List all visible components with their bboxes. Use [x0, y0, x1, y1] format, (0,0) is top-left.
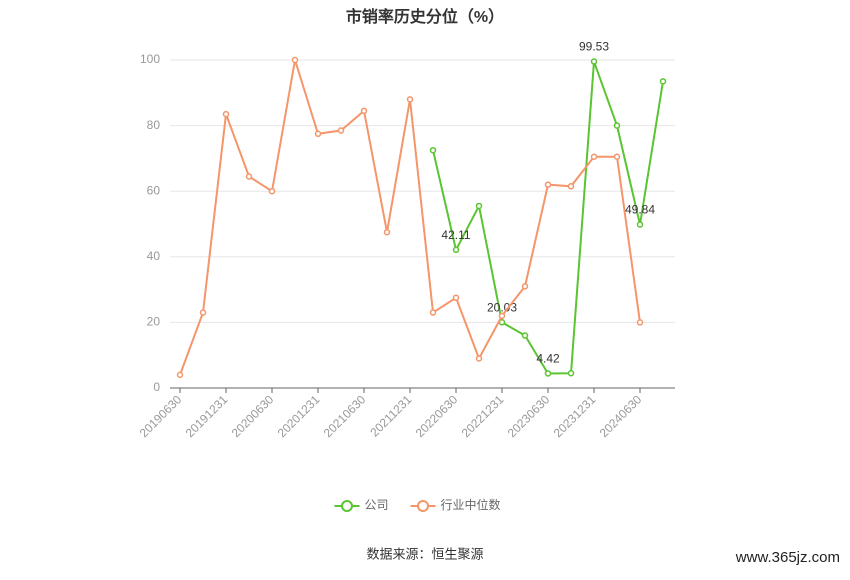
data-point: [567, 183, 575, 190]
data-label: 20.03: [487, 300, 517, 314]
data-point: [544, 370, 552, 377]
data-point: [360, 107, 368, 115]
x-tick-label: 20191231: [183, 392, 231, 440]
data-point: [429, 146, 437, 154]
y-tick-label: 80: [147, 118, 161, 132]
data-point: [475, 202, 483, 210]
data-label: 42.11: [441, 228, 470, 242]
y-tick-label: 100: [140, 52, 160, 66]
x-tick-label: 20230630: [505, 392, 553, 440]
data-point: [613, 122, 621, 129]
data-point: [452, 294, 460, 302]
data-point: [314, 130, 322, 138]
x-tick-label: 20231231: [551, 392, 599, 440]
legend-marker: [417, 500, 429, 512]
data-point: [199, 309, 207, 316]
y-tick-label: 0: [153, 380, 160, 394]
data-point: [636, 221, 644, 228]
data-point: [222, 110, 230, 118]
x-tick-label: 20210630: [321, 392, 369, 440]
y-tick-label: 20: [147, 315, 161, 329]
data-point: [429, 309, 437, 316]
data-point: [268, 187, 276, 195]
data-point: [521, 332, 529, 339]
data-point: [567, 369, 575, 377]
x-tick-label: 20190630: [137, 392, 185, 440]
data-point: [245, 173, 253, 180]
y-tick-label: 40: [147, 249, 161, 263]
data-point: [406, 96, 414, 103]
data-point: [291, 56, 299, 64]
watermark: www.365jz.com: [735, 549, 840, 566]
chart-title: 市销率历史分位（%）: [346, 7, 504, 26]
data-point: [337, 127, 345, 134]
data-label: 49.84: [625, 203, 655, 217]
series-line: [179, 59, 641, 376]
data-label: 99.53: [579, 40, 609, 54]
data-point: [544, 181, 552, 188]
x-tick-label: 20201231: [275, 392, 323, 440]
data-point: [521, 283, 529, 290]
data-point: [383, 228, 391, 236]
data-point: [659, 78, 667, 85]
x-tick-label: 20220630: [413, 392, 461, 440]
y-tick-label: 60: [147, 183, 161, 197]
data-label: 4.42: [536, 352, 560, 366]
x-tick-label: 20221231: [459, 392, 507, 440]
data-point: [452, 246, 460, 254]
data-point: [636, 319, 644, 326]
x-tick-label: 20211231: [367, 392, 414, 439]
data-point: [176, 371, 184, 379]
data-point: [590, 153, 598, 161]
legend-marker: [341, 500, 353, 512]
source: 数据来源：恒生聚源: [366, 546, 483, 561]
x-tick-label: 20240630: [597, 392, 645, 440]
x-tick-label: 20200630: [229, 392, 277, 440]
data-point: [498, 312, 506, 320]
data-point: [613, 153, 621, 161]
data-point: [590, 58, 598, 65]
legend-label: 公司: [365, 498, 389, 512]
data-point: [475, 355, 483, 362]
legend-label: 行业中位数: [441, 497, 501, 512]
